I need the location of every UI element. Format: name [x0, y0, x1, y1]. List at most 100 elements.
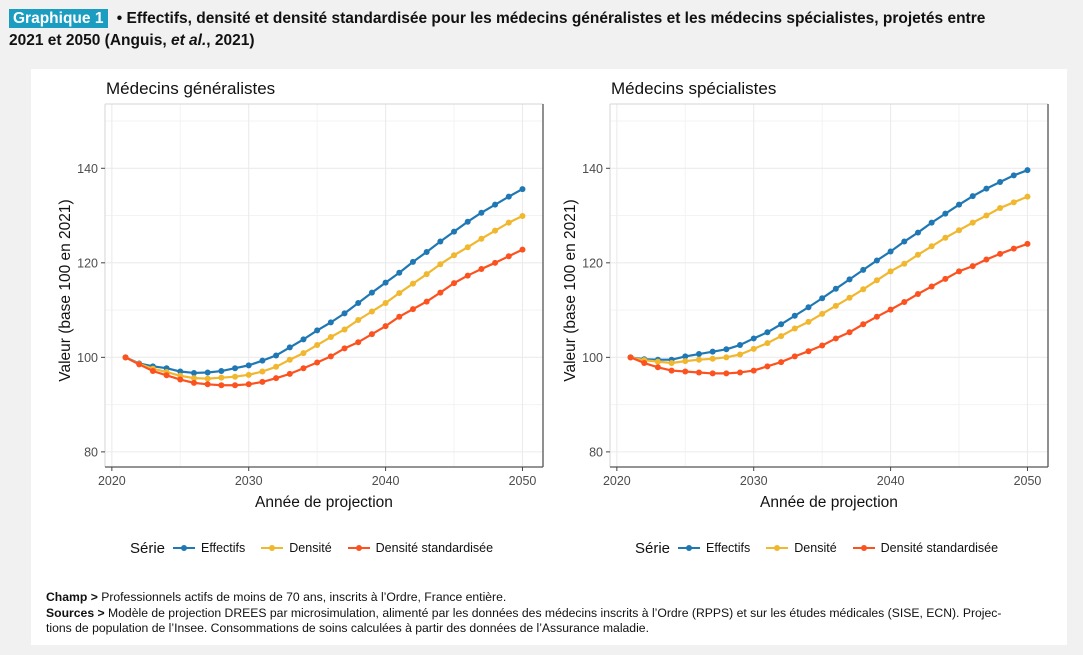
data-point [764, 340, 771, 347]
y-tick-label: 80 [589, 445, 603, 459]
data-point [887, 268, 894, 275]
legend-title: Série [635, 539, 671, 557]
data-point [942, 234, 949, 241]
series-densite [627, 193, 1031, 367]
data-point [1024, 193, 1031, 200]
data-point [204, 375, 211, 382]
legend-key-dot [181, 545, 188, 551]
data-point [409, 280, 416, 287]
y-axis-label: Valeur (base 100 en 2021) [57, 199, 74, 381]
data-point [232, 373, 239, 380]
series-effectifs [627, 167, 1031, 363]
data-point [778, 359, 785, 366]
x-tick-label: 2050 [1014, 474, 1042, 488]
data-point [983, 256, 990, 263]
title-line2-prefix: 2021 et 2050 (Anguis, [9, 32, 171, 49]
x-tick-label: 2040 [372, 474, 400, 488]
data-point [901, 238, 908, 245]
data-point [245, 362, 252, 369]
data-point [218, 368, 225, 375]
data-point [437, 238, 444, 245]
sources-label: Sources > [46, 605, 105, 620]
sources-text-line1: Modèle de projection DREES par microsimu… [104, 605, 1002, 620]
data-point [149, 368, 156, 375]
data-point [423, 271, 430, 278]
data-point [709, 348, 716, 355]
data-point [492, 259, 499, 266]
data-point [627, 354, 634, 361]
data-point [695, 369, 702, 376]
data-point [1010, 172, 1017, 179]
data-point [519, 246, 526, 253]
data-point [492, 227, 499, 234]
series-effectifs [122, 186, 526, 376]
data-point [695, 351, 702, 358]
footer-sources-cont: tions de population de l’Insee. Consomma… [46, 621, 1066, 637]
data-point [654, 358, 661, 365]
data-point [245, 381, 252, 388]
data-point [695, 356, 702, 363]
title-line2-italic: et al. [170, 32, 207, 49]
data-point [709, 370, 716, 377]
data-point [832, 335, 839, 342]
data-point [682, 368, 689, 375]
data-point [832, 285, 839, 292]
data-point [341, 345, 348, 352]
y-tick-label: 120 [77, 256, 98, 270]
data-point [901, 299, 908, 306]
legend-key-effectifs [173, 542, 196, 554]
data-point [764, 363, 771, 370]
data-point [805, 304, 812, 311]
data-point [505, 253, 512, 260]
data-point [846, 329, 853, 336]
data-point [382, 299, 389, 306]
data-point [355, 339, 362, 346]
series-line [630, 169, 1028, 361]
data-point [956, 201, 963, 208]
data-point [355, 317, 362, 324]
figure-footer: Champ > Professionnels actifs de moins d… [46, 590, 1066, 637]
data-point [341, 326, 348, 333]
data-point [232, 365, 239, 372]
data-point [259, 368, 266, 375]
x-tick-label: 2050 [509, 474, 537, 488]
y-tick-label: 120 [582, 256, 603, 270]
data-point [750, 367, 757, 374]
data-point [409, 306, 416, 313]
data-point [478, 265, 485, 272]
data-point [860, 266, 867, 273]
data-point [969, 219, 976, 226]
sources-text-line2: tions de population de l’Insee. Consomma… [46, 621, 649, 635]
x-tick-label: 2040 [877, 474, 905, 488]
series-line [125, 215, 523, 380]
x-tick-label: 2020 [98, 474, 126, 488]
data-point [409, 258, 416, 265]
chart-0: Médecins généralistes 80 100 120 140 2020 2030… [57, 79, 544, 511]
data-point [314, 359, 321, 366]
series-densite [122, 213, 526, 382]
data-point [723, 354, 730, 361]
legend-key-dot [355, 545, 362, 551]
data-point [969, 193, 976, 200]
y-tick-label: 140 [582, 162, 603, 176]
data-point [464, 244, 471, 251]
data-point [245, 371, 252, 378]
data-point [914, 291, 921, 298]
data-point [791, 312, 798, 319]
series-line [125, 248, 523, 387]
data-point [942, 210, 949, 217]
data-point [860, 286, 867, 293]
x-axis-label: Année de projection [760, 494, 898, 511]
data-point [478, 209, 485, 216]
title-line-1: Graphique 1 • Effectifs, densité et dens… [9, 8, 1083, 30]
chart-1: Médecins spécialistes 80 100 120 140 2020 2030… [562, 79, 1049, 511]
data-point [478, 235, 485, 242]
data-point [464, 218, 471, 225]
data-point [997, 250, 1004, 257]
data-point [505, 219, 512, 226]
data-point [750, 335, 757, 342]
data-point [956, 268, 963, 275]
legend-label: Densité standardisée [880, 541, 999, 555]
data-point [668, 367, 675, 374]
